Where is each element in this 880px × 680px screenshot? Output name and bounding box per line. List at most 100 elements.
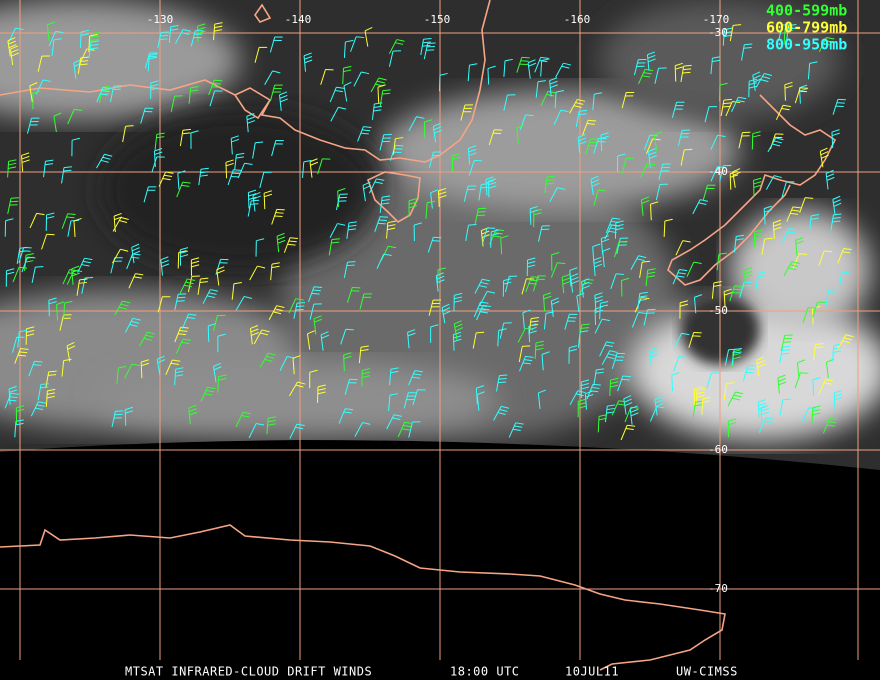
barb-shaft [330,107,339,122]
wind-barb [61,166,73,184]
wind-barb [672,268,688,285]
wind-barb [29,212,45,229]
barb-feather [80,33,89,37]
wind-barb [174,326,189,343]
barb-shaft [647,151,651,168]
wind-barb [637,291,648,310]
barb-feather [289,237,299,239]
barb-feather [438,191,447,195]
barb-feather [331,238,340,240]
barb-feather [823,382,832,385]
barb-shaft [499,323,505,339]
barb-feather [79,63,88,66]
barb-shaft [252,142,256,159]
barb-shaft [76,279,80,296]
barb-feather [343,81,352,87]
wind-barb [554,89,564,109]
longitude-label: -130 [147,13,174,26]
barb-feather [591,387,600,389]
barb-shaft [672,356,680,372]
wind-barb [320,331,330,351]
wind-barb [479,290,496,306]
barb-feather [539,60,548,63]
barb-feather [606,407,615,411]
barb-feather [343,69,352,73]
barb-feather [191,257,200,261]
barb-feather [752,131,761,135]
barb-feather [430,324,439,328]
wind-barb [468,159,483,176]
barb-feather [178,333,187,336]
barb-feather [182,338,191,341]
barb-feather [225,159,234,163]
barb-feather [760,404,769,409]
wind-barb [143,186,157,203]
barb-feather [430,189,439,194]
barb-feather [276,305,285,308]
barb-feather [606,411,615,414]
barb-feather [832,217,841,219]
barb-shaft [722,29,725,46]
barb-feather [773,223,782,227]
barb-shaft [710,134,719,150]
barb-feather [648,148,657,152]
wind-barb [175,338,191,354]
barb-feather [581,281,590,286]
barb-shaft [544,177,548,194]
barb-shaft [188,87,192,104]
barb-feather [491,229,500,233]
barb-feather [797,359,806,364]
barb-feather [389,393,398,396]
barb-feather [15,27,24,31]
barb-shaft [472,332,477,349]
barb-shaft [112,248,121,264]
barb-feather [287,243,296,246]
wind-barb [427,236,442,253]
wind-barb [428,299,442,316]
wind-barb [729,285,743,302]
barb-feather [842,251,851,254]
wind-barb [723,382,735,400]
longitude-label: -160 [564,13,591,26]
barb-feather [32,90,41,94]
barb-shaft [45,390,48,407]
barb-feather [104,153,113,157]
wind-barb [570,273,580,293]
barb-shaft [338,408,346,424]
wind-barb [432,122,442,143]
wind-barb [190,257,200,276]
barb-feather [162,177,171,181]
barb-feather [131,247,140,252]
barb-feather [695,400,704,403]
barb-feather [622,375,631,378]
barb-feather [641,199,650,204]
barb-feather [20,348,29,350]
barb-feather [274,308,283,312]
barb-feather [679,268,688,272]
wind-barb [289,381,306,397]
barb-feather [608,353,617,357]
barb-feather [570,276,579,281]
barb-shaft [822,418,831,434]
wind-barb [544,175,555,194]
barb-shaft [388,50,394,67]
graticule [0,0,880,660]
barb-feather [717,134,726,138]
barb-feather [546,94,555,97]
barb-shaft [77,57,82,74]
barb-feather [250,203,259,205]
barb-feather [786,231,796,234]
barb-feather [724,27,733,31]
barb-feather [200,277,209,280]
barb-feather [156,132,165,135]
wind-barb [811,405,821,424]
wind-barb [453,292,463,312]
wind-barb [357,126,372,142]
barb-shaft [724,349,730,366]
barb-feather [442,307,451,312]
barb-feather [799,84,808,89]
barb-feather [733,351,742,354]
barb-shaft [493,406,502,421]
barb-shaft [427,237,434,253]
barb-feather [612,217,621,220]
